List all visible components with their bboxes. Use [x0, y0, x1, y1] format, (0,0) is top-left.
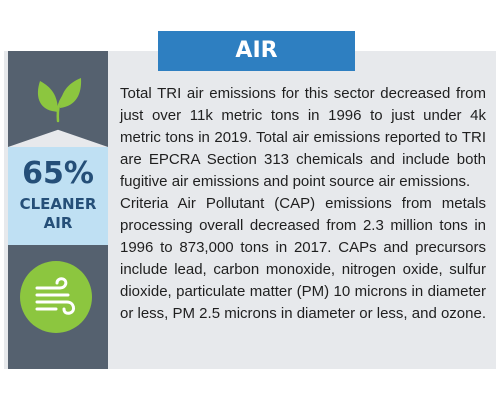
paragraph-2: Criteria Air Pollutant (CAP) emissions f… [120, 195, 486, 322]
wind-icon [35, 277, 76, 315]
wind-badge [20, 261, 92, 333]
leaf-icon [37, 78, 82, 123]
page-title: AIR [158, 31, 355, 71]
stat-label: CLEANER AIR [8, 195, 108, 233]
stat-label-line-1: CLEANER [19, 195, 97, 213]
stat-label-line-2: AIR [43, 214, 73, 232]
stat-value: 65% [22, 156, 94, 191]
stat-block: 65% CLEANER AIR [8, 147, 108, 245]
paragraph-1: Total TRI air emissions for this sector … [120, 85, 486, 190]
sidebar-bottom-panel [8, 245, 108, 369]
body-text: Total TRI air emissions for this sector … [120, 83, 486, 325]
sidebar-ribbon [8, 51, 108, 147]
sidebar: 65% CLEANER AIR [8, 51, 108, 369]
